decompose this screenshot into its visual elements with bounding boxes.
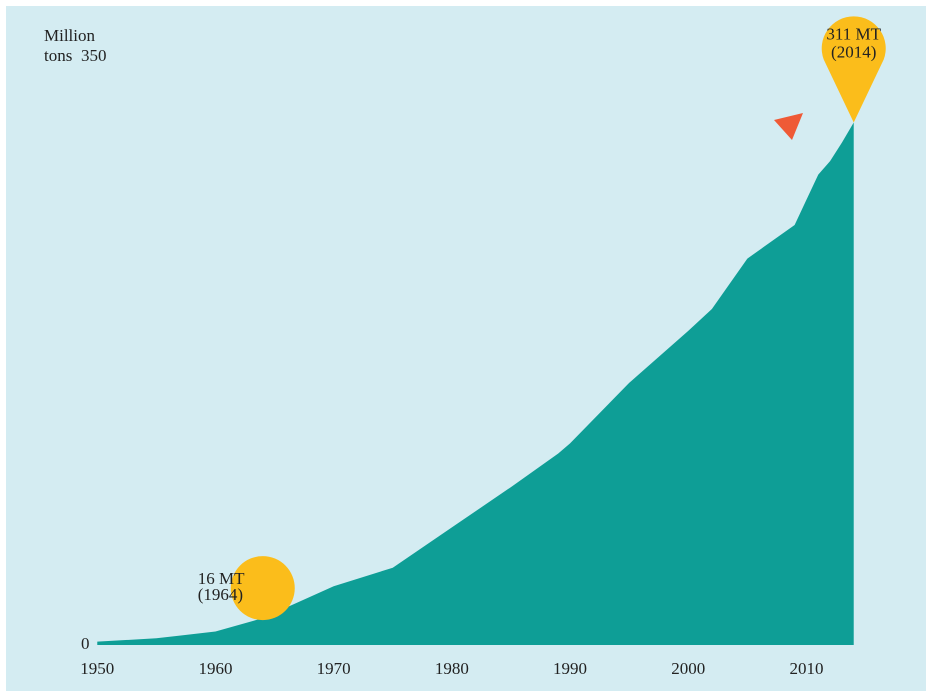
y-axis-label: Million [44,26,96,45]
annotation-text: 16 MT [198,569,245,588]
y-tick-label: 0 [81,634,90,653]
x-tick-label: 1990 [553,659,587,678]
annotation-text: (2014) [831,42,876,61]
y-tick-label: 350 [81,46,107,65]
annotation-bubble [230,556,295,621]
y-axis-label: tons [44,46,72,65]
annotation: 16 MT(1964) [198,556,295,621]
annotation-pin [821,16,886,123]
area [97,122,854,645]
annotation: 311 MT(2014) [821,16,886,123]
decor-arrow [774,113,803,140]
x-tick-label: 2010 [789,659,823,678]
x-tick-label: 1980 [435,659,469,678]
annotation-text: (1964) [198,585,243,604]
x-tick-label: 1970 [317,659,351,678]
x-tick-label: 1950 [80,659,114,678]
x-tick-label: 1960 [198,659,232,678]
x-tick-label: 2000 [671,659,705,678]
annotation-text: 311 MT [826,24,881,43]
